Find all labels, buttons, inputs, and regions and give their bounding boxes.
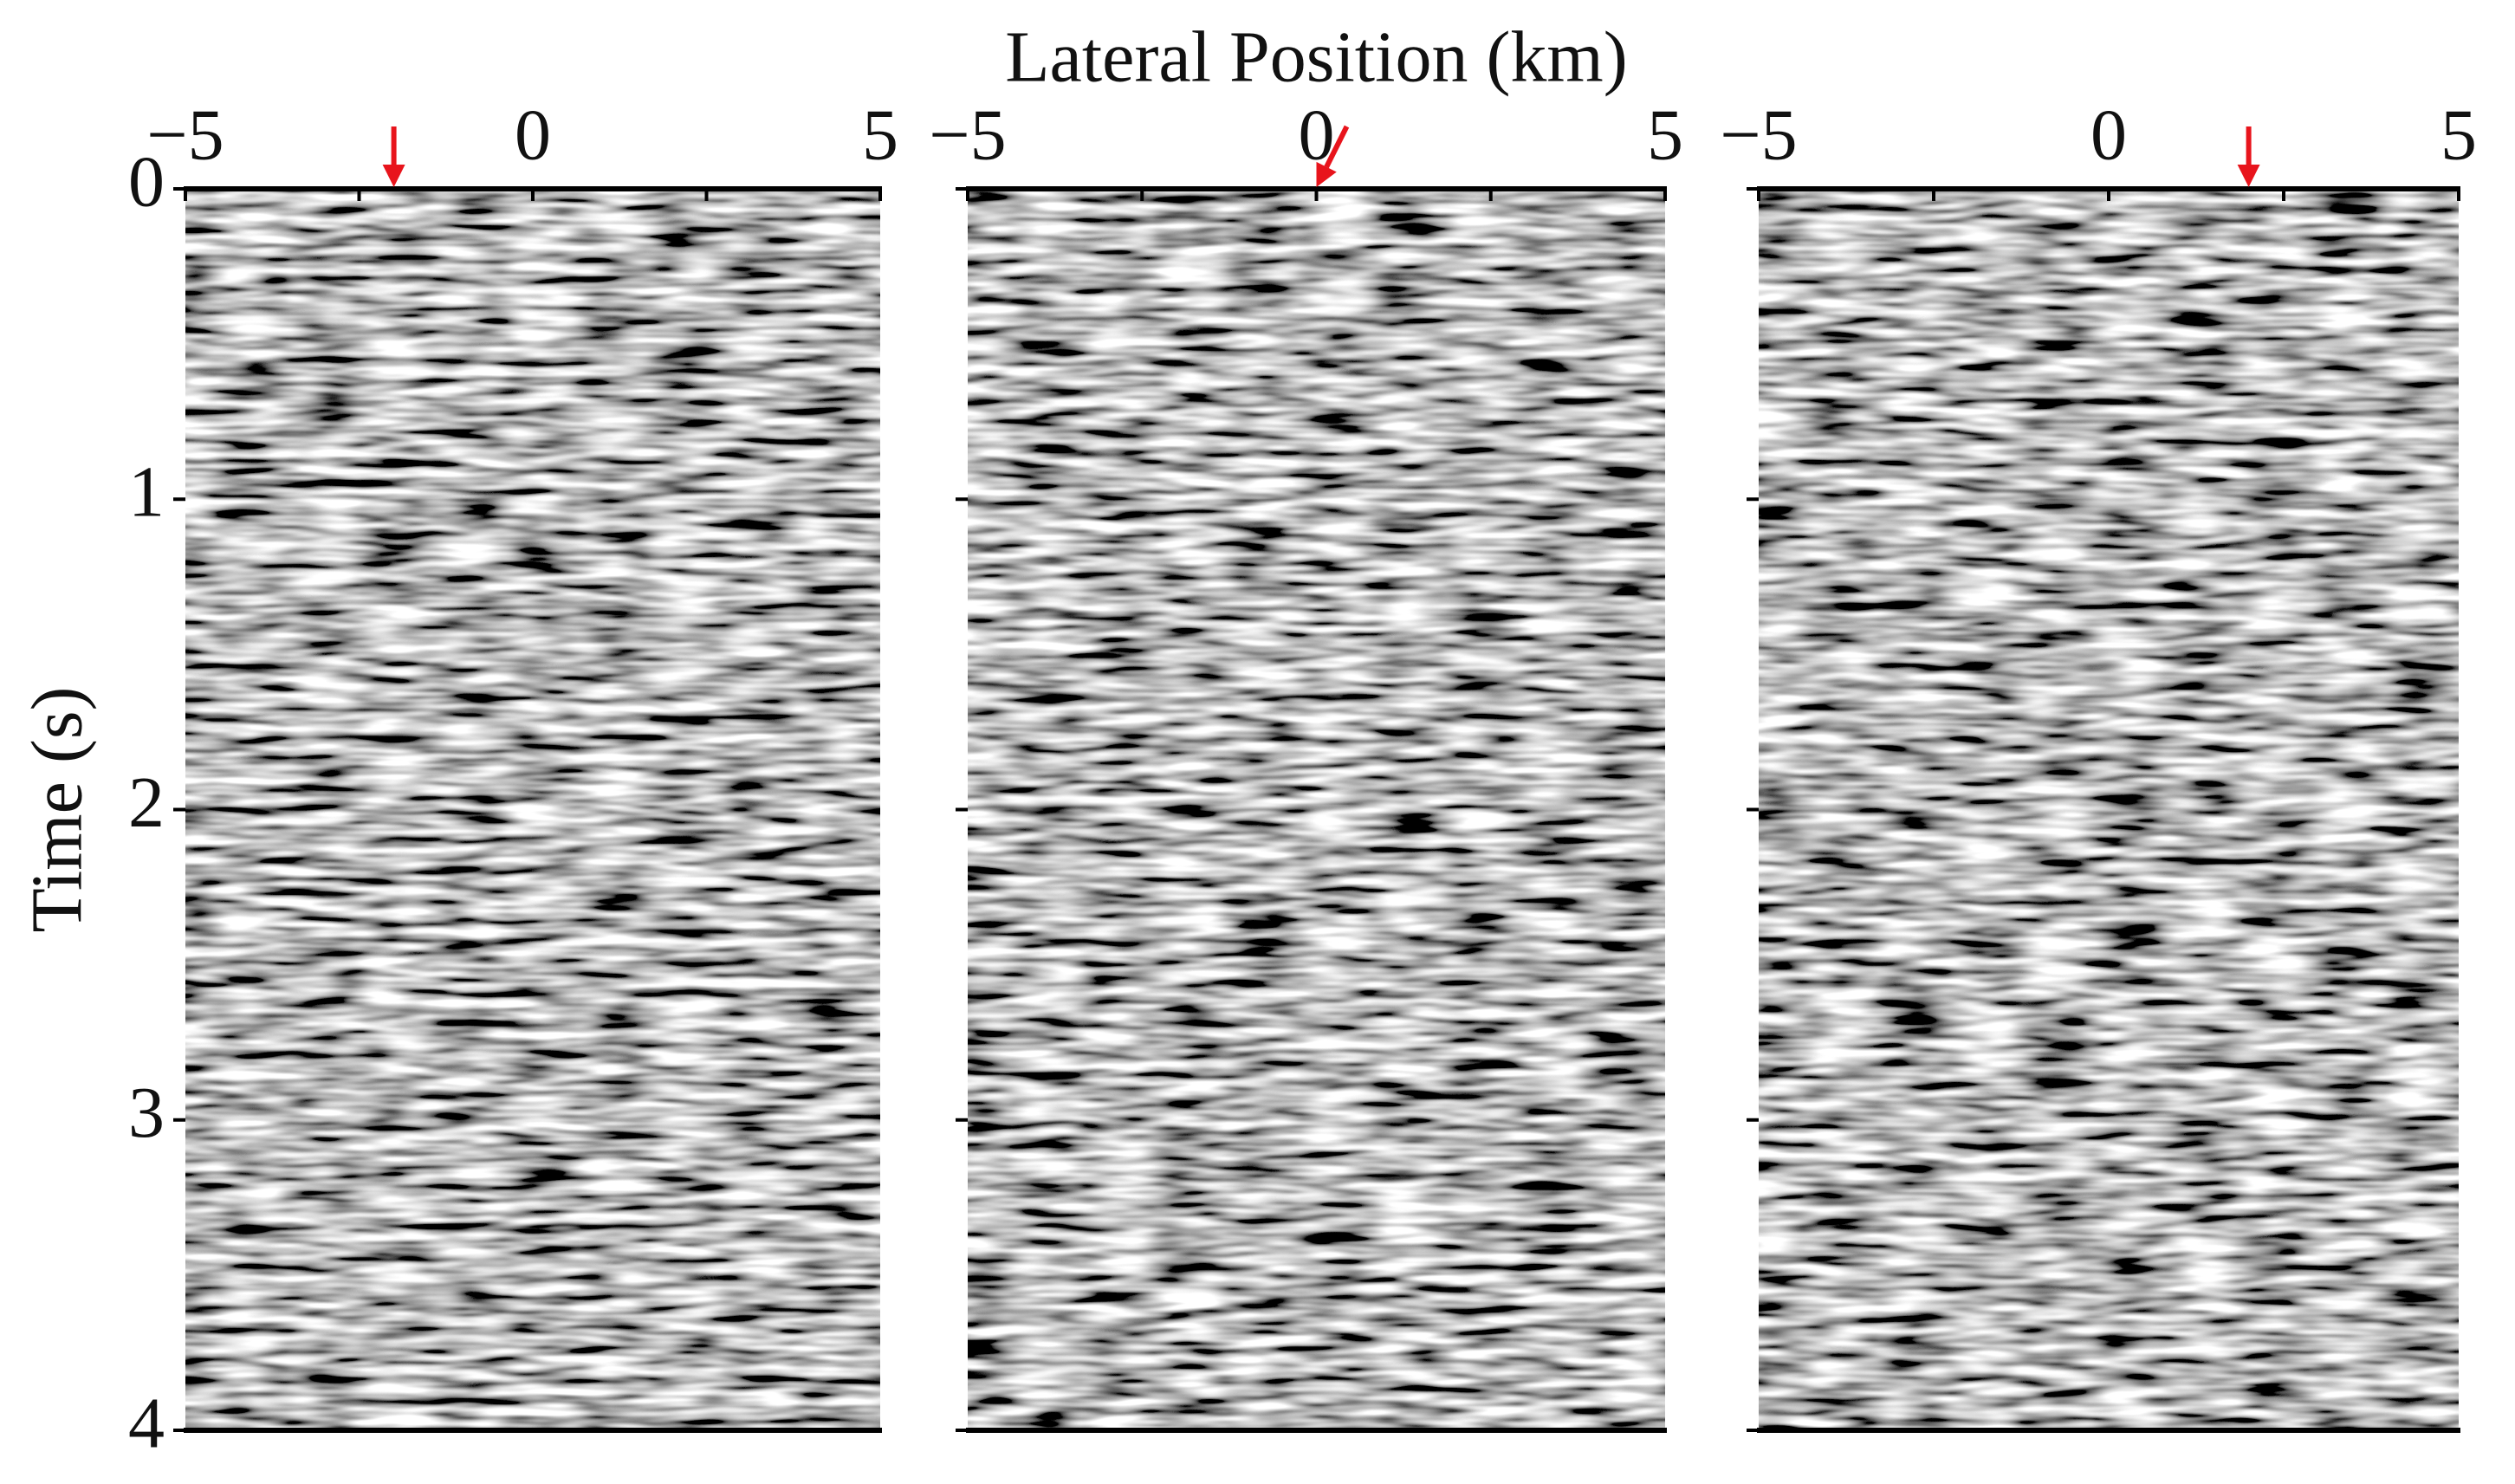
seismic-image <box>1759 189 2459 1430</box>
y-tick-label: 3 <box>128 1072 165 1153</box>
x-tick-label: −5 <box>146 94 224 175</box>
seismic-image <box>968 189 1665 1430</box>
x-tick-label: −5 <box>1720 94 1797 175</box>
arrow-head <box>382 165 405 187</box>
y-axis-label: Time (s) <box>16 687 97 933</box>
x-tick-label: 0 <box>2090 94 2127 175</box>
x-tick-label: −5 <box>929 94 1006 175</box>
x-tick-label: 5 <box>862 94 898 175</box>
y-tick-label: 2 <box>128 762 165 843</box>
x-tick-label: 5 <box>2440 94 2477 175</box>
arrow-marker <box>382 126 405 187</box>
x-tick-label: 5 <box>1647 94 1683 175</box>
y-tick-label: 0 <box>128 141 165 222</box>
seismic-image <box>185 189 880 1430</box>
y-tick-label: 4 <box>128 1383 165 1463</box>
arrow-head <box>2237 165 2260 187</box>
arrow-marker <box>2237 126 2260 187</box>
y-tick-label: 1 <box>128 452 165 533</box>
x-tick-label: 0 <box>515 94 551 175</box>
x-axis-label: Lateral Position (km) <box>1005 16 1628 97</box>
arrow-head <box>1316 161 1337 187</box>
arrow-shaft <box>1324 125 1350 169</box>
arrow-marker <box>1316 125 1350 187</box>
